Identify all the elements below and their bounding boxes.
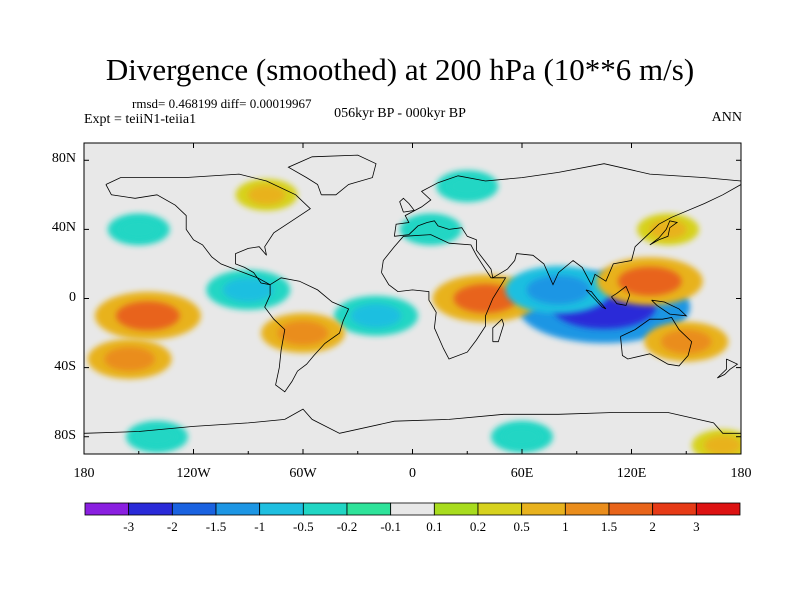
colorbar-swatch-14 [695, 502, 741, 516]
field-feature-13 [247, 185, 286, 205]
colorbar-swatch-9 [477, 502, 523, 516]
colorbar-swatch-5 [302, 502, 348, 516]
field-feature-7 [661, 329, 712, 354]
coastline-9 [585, 289, 607, 310]
lat-label: 40S [54, 358, 76, 374]
lon-label: 60E [510, 466, 534, 481]
colorbar-label: -0.1 [380, 519, 401, 534]
field-feature-10 [412, 219, 450, 239]
coastline-2 [287, 154, 377, 196]
rmsd-diff-stats: rmsd= 0.468199 diff= 0.00019967 [132, 96, 312, 111]
colorbar-label: 1 [562, 519, 569, 534]
field-feature-6 [617, 266, 682, 296]
colorbar-swatch-7 [390, 502, 435, 516]
colorbar-label: -0.2 [336, 519, 358, 534]
lon-label: 120W [176, 466, 211, 481]
season-label: ANN [711, 110, 742, 125]
colorbar-label: -1 [254, 519, 266, 534]
coastline-3 [381, 234, 507, 360]
lat-label: 80N [51, 151, 76, 167]
coastline-12 [399, 197, 416, 213]
field-feature-16 [503, 427, 541, 447]
colorbar-swatch-8 [433, 502, 479, 516]
colorbar-label: 2 [649, 519, 656, 534]
field-feature-5 [526, 275, 591, 305]
coastline-4 [393, 163, 741, 286]
colorbar-swatch-0 [84, 502, 130, 516]
lat-label: 80S [54, 427, 76, 443]
field-feature-9 [277, 321, 329, 346]
experiment-label: Expt = teiiN1-teiia1 [84, 112, 197, 127]
coastline-5 [620, 317, 693, 367]
coastline-1 [264, 277, 350, 393]
colorbar-label: 0.1 [426, 519, 443, 534]
lon-label: 180 [730, 466, 752, 481]
field-feature-2 [116, 301, 180, 331]
colorbar-swatch-12 [608, 502, 654, 516]
colorbar-swatch-6 [346, 502, 392, 516]
field-feature-17 [704, 435, 741, 454]
field-feature-12 [120, 219, 158, 239]
field-feature-4 [350, 303, 402, 328]
colorbar-label: 0.5 [513, 519, 530, 534]
colorbar-label: -2 [166, 519, 178, 534]
colorbar-label: 3 [693, 519, 700, 534]
colorbar-label: -1.5 [205, 519, 227, 534]
colorbar [84, 502, 741, 516]
colorbar-swatch-10 [521, 502, 566, 516]
coastline-0 [105, 173, 311, 286]
colorbar-swatch-11 [564, 502, 610, 516]
colorbar-swatch-3 [215, 502, 261, 516]
field-feature-14 [448, 176, 486, 196]
lat-label: 40N [51, 220, 76, 236]
colorbar-swatch-13 [652, 502, 697, 516]
lon-label: 0 [409, 466, 416, 481]
colorbar-label: -3 [123, 519, 135, 534]
colorbar-label: 1.5 [600, 519, 618, 534]
colorbar-swatch-4 [259, 502, 304, 516]
coastline-6 [84, 408, 741, 434]
coastline-8 [611, 285, 631, 306]
coastline-13 [717, 358, 739, 379]
lon-label: 180 [73, 466, 95, 481]
colorbar-label: -0.5 [293, 519, 314, 534]
colorbar-swatch-2 [171, 502, 217, 516]
coastlines [84, 154, 741, 434]
field-feature-8 [104, 346, 155, 371]
lon-label: 60W [289, 466, 317, 481]
colorbar-swatch-1 [128, 502, 173, 516]
axis-ticks [83, 143, 742, 454]
coastline-10 [651, 299, 688, 317]
field-feature-1 [453, 284, 518, 313]
field-feature-15 [138, 427, 176, 447]
divergence-field [87, 170, 741, 454]
period-label: 056kyr BP - 000kyr BP [334, 106, 466, 121]
lat-label: 0 [69, 289, 76, 305]
lon-label: 120E [616, 466, 647, 481]
colorbar-label: 0.2 [469, 519, 487, 534]
coastline-7 [492, 318, 505, 343]
field-feature-3 [223, 277, 274, 302]
chart-title: Divergence (smoothed) at 200 hPa (10**6 … [105, 52, 695, 87]
coastline-11 [649, 220, 679, 246]
